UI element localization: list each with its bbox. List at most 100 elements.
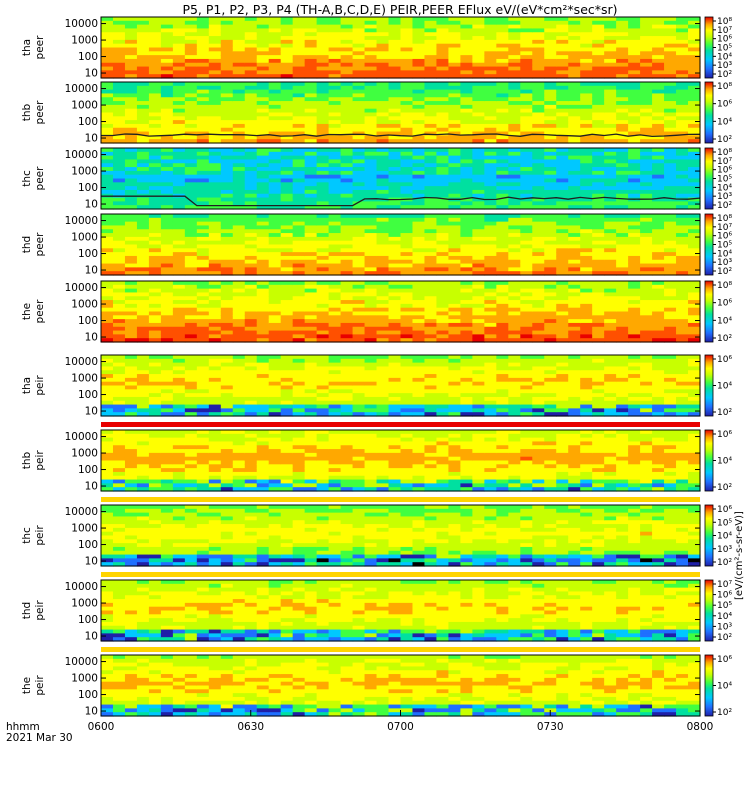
heatmap-cell <box>400 178 414 183</box>
heatmap-cell <box>592 62 605 68</box>
heatmap-cell <box>232 82 246 87</box>
heatmap-cell <box>532 259 545 265</box>
heatmap-cell <box>340 62 354 68</box>
heatmap-cell <box>652 263 665 268</box>
heatmap-cell <box>508 135 521 140</box>
heatmap-cell <box>568 233 581 238</box>
heatmap-cell <box>136 236 150 242</box>
heatmap-cell <box>484 362 497 368</box>
heatmap-cell <box>640 55 653 60</box>
heatmap-cell <box>184 389 198 394</box>
heatmap-cell <box>532 205 545 210</box>
heatmap-cell <box>544 20 557 26</box>
heatmap-cell <box>232 214 246 219</box>
heatmap-cell <box>196 123 210 129</box>
heatmap-cell <box>112 32 126 37</box>
heatmap-cell <box>388 315 402 320</box>
heatmap-cell <box>124 271 138 276</box>
heatmap-cell <box>448 101 461 106</box>
heatmap-cell <box>280 205 294 210</box>
heatmap-cell <box>568 89 581 95</box>
heatmap-cell <box>556 412 569 417</box>
heatmap-cell <box>484 300 497 305</box>
heatmap-cell <box>101 66 114 71</box>
heatmap-cell <box>280 408 294 413</box>
heatmap-cell <box>280 43 294 49</box>
heatmap-cell <box>316 20 330 26</box>
heatmap-cell <box>232 120 246 125</box>
heatmap-cell <box>484 120 497 125</box>
heatmap-cell <box>496 36 509 41</box>
heatmap-cell <box>472 51 485 56</box>
heatmap-cell <box>556 248 569 253</box>
heatmap-cell <box>580 24 593 30</box>
heatmap-cell <box>412 148 426 153</box>
heatmap-cell <box>580 116 593 121</box>
heatmap-cell <box>268 28 282 33</box>
heatmap-cell <box>292 284 306 290</box>
heatmap-cell <box>448 236 461 242</box>
heatmap-cell <box>112 20 126 26</box>
heatmap-cell <box>124 315 138 320</box>
heatmap-cell <box>640 377 653 383</box>
heatmap-cell <box>352 267 366 272</box>
heatmap-cell <box>124 85 138 91</box>
heatmap-cell <box>496 322 509 328</box>
heatmap-cell <box>220 408 234 413</box>
heatmap-cell <box>280 17 294 22</box>
heatmap-cell <box>220 148 234 153</box>
heatmap-cell <box>628 28 641 33</box>
heatmap-cell <box>436 167 450 172</box>
heatmap-cell <box>532 55 545 60</box>
heatmap-cell <box>556 24 569 30</box>
heatmap-cell <box>388 51 402 56</box>
heatmap-cell <box>112 66 126 71</box>
heatmap-cell <box>424 139 438 144</box>
heatmap-cell <box>292 74 306 79</box>
heatmap-cell <box>196 97 210 102</box>
heatmap-cell <box>508 85 521 91</box>
heatmap-cell <box>364 244 378 249</box>
heatmap-cell <box>688 151 701 157</box>
heatmap-cell <box>652 288 665 294</box>
heatmap-cell <box>652 296 665 301</box>
heatmap-cell <box>232 205 246 210</box>
heatmap-cell <box>172 89 186 95</box>
heatmap-cell <box>460 101 473 106</box>
heatmap-cell <box>244 55 258 60</box>
heatmap-cell <box>412 330 426 335</box>
heatmap-cell <box>412 66 426 71</box>
heatmap-cell <box>196 358 210 364</box>
heatmap-cell <box>580 214 593 219</box>
heatmap-cell <box>568 28 581 33</box>
heatmap-cell <box>664 366 677 371</box>
heatmap-cell <box>208 167 222 172</box>
heatmap-cell <box>616 393 629 398</box>
heatmap-cell <box>328 104 342 110</box>
heatmap-cell <box>292 300 306 305</box>
heatmap-cell <box>196 259 210 265</box>
heatmap-cell <box>592 120 605 125</box>
heatmap-cell <box>640 366 653 371</box>
heatmap-cell <box>256 374 270 379</box>
heatmap-cell <box>616 292 629 297</box>
heatmap-cell <box>640 322 653 328</box>
heatmap-cell <box>652 127 665 133</box>
heatmap-cell <box>364 236 378 242</box>
heatmap-cell <box>292 319 306 324</box>
heatmap-cell <box>220 225 234 230</box>
heatmap-cell <box>101 259 114 265</box>
heatmap-cell <box>412 366 426 371</box>
heatmap-cell <box>520 259 533 265</box>
heatmap-cell <box>376 267 390 272</box>
heatmap-cell <box>160 85 174 91</box>
heatmap-cell <box>388 366 402 371</box>
heatmap-cell <box>616 39 629 45</box>
heatmap-cell <box>664 186 677 191</box>
heatmap-cell <box>676 51 689 56</box>
heatmap-cell <box>640 362 653 368</box>
heatmap-cell <box>244 252 258 257</box>
heatmap-cell <box>688 252 701 257</box>
heatmap-cell <box>232 300 246 305</box>
heatmap-cell <box>184 244 198 249</box>
